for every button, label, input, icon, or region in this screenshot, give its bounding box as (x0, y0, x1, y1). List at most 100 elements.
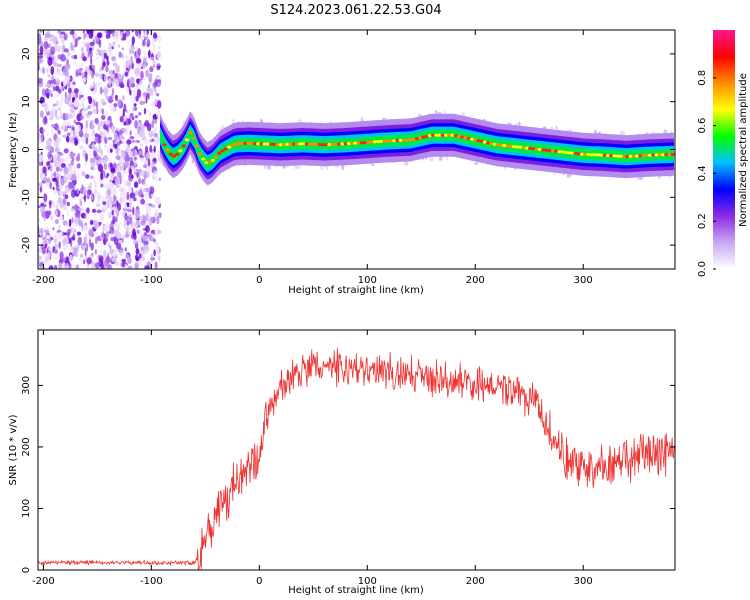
noise-speckle (102, 101, 107, 106)
noise-speckle (48, 42, 52, 48)
noise-speckle (105, 231, 109, 236)
noise-speckle (136, 229, 140, 234)
ridge-halo-speck (297, 119, 302, 122)
noise-speckle (148, 234, 153, 242)
noise-speckle (138, 259, 143, 267)
spectrogram-x-axis: -200 -100 0 100 200 300 (32, 30, 593, 286)
noise-speckle (132, 240, 139, 245)
noise-speckle (47, 74, 51, 78)
noise-speckle (48, 265, 54, 269)
noise-speckle (73, 60, 77, 67)
noise-speckle (82, 77, 87, 84)
noise-speckle (129, 130, 132, 136)
noise-speckle (141, 194, 144, 198)
noise-speckle (93, 101, 96, 107)
ridge-halo-speck (221, 125, 225, 130)
spectral-ridge (158, 110, 675, 186)
noise-speckle (57, 63, 63, 68)
noise-speckle (147, 165, 153, 173)
ridge-peak-dot (605, 154, 611, 157)
ridge-halo-speck (182, 120, 186, 125)
noise-speckle (99, 67, 103, 73)
noise-speckle (95, 101, 99, 109)
noise-speckle (68, 254, 73, 263)
ridge-peak-dot (589, 153, 595, 157)
noise-speckle (102, 201, 107, 206)
noise-speckle (108, 143, 113, 149)
noise-speckle (52, 186, 55, 190)
noise-speckle (131, 30, 134, 33)
noise-speckle (63, 33, 68, 41)
ridge-peak-dot (502, 144, 507, 148)
noise-speckle (86, 189, 90, 194)
noise-speckle (45, 234, 51, 240)
noise-speckle (55, 137, 62, 143)
noise-speckle (111, 80, 115, 87)
noise-speckle (105, 65, 109, 73)
noise-speckle (65, 77, 69, 84)
noise-speckle (56, 152, 61, 162)
noise-speckle (59, 110, 62, 117)
noise-speckle (109, 202, 113, 210)
colorbar-tick-label: 0.4 (697, 165, 708, 181)
noise-speckle (80, 94, 84, 98)
ridge-peak-dot (602, 153, 607, 157)
noise-speckle (109, 245, 112, 250)
noise-speckle (71, 217, 74, 224)
noise-speckle (39, 110, 44, 118)
ridge-peak-dot (395, 139, 400, 142)
noise-speckle (151, 60, 155, 66)
noise-speckle (94, 213, 97, 218)
noise-speckle (89, 238, 91, 248)
noise-speckle (60, 86, 64, 90)
ridge-peak-dot (259, 142, 264, 146)
ridge-peak-dot (207, 161, 212, 165)
ridge-halo-speck (267, 165, 271, 170)
noise-speckle (119, 83, 125, 89)
noise-speckle (41, 102, 47, 108)
noise-speckle (114, 37, 119, 45)
noise-speckle (144, 191, 148, 200)
noise-speckle (126, 109, 132, 116)
noise-speckle (114, 257, 117, 263)
noise-speckle (121, 258, 126, 263)
noise-speckle (48, 79, 54, 84)
noise-speckle (149, 65, 154, 73)
noise-speckle (67, 163, 72, 167)
noise-speckle (73, 247, 79, 253)
noise-speckle (80, 67, 83, 71)
noise-speckle (99, 74, 103, 80)
ridge-halo-speck (404, 160, 409, 166)
noise-speckle (79, 63, 85, 68)
noise-speckle (87, 69, 93, 76)
noise-speckle (127, 78, 130, 87)
snr-plot-area (38, 347, 675, 570)
noise-speckle (144, 92, 147, 100)
noise-speckle (50, 214, 54, 221)
noise-speckle (47, 30, 50, 33)
noise-speckle (47, 144, 53, 152)
noise-speckle (116, 200, 119, 207)
ridge-halo-speck (473, 162, 478, 165)
noise-speckle (88, 50, 93, 58)
noise-speckle (155, 245, 159, 254)
noise-speckle (147, 92, 150, 100)
noise-speckle (111, 186, 116, 194)
ridge-peak-dot (622, 155, 627, 158)
ridge-halo-speck (336, 166, 339, 169)
noise-speckle (63, 204, 67, 211)
noise-speckle (124, 126, 129, 136)
noise-speckle (129, 49, 132, 55)
noise-speckle (113, 237, 119, 246)
noise-speckle (155, 137, 161, 145)
noise-speckle (143, 157, 146, 163)
noise-speckle (92, 81, 96, 90)
snr-x-axis: -200 -100 0 100 200 300 (32, 330, 593, 587)
noise-speckle (128, 56, 134, 65)
x-tick-label: 100 (358, 275, 377, 286)
ridge-peak-dot (285, 142, 290, 146)
noise-speckle (111, 257, 115, 262)
noise-speckle (90, 242, 94, 251)
ridge-peak-dot (447, 133, 452, 137)
noise-speckle (55, 108, 58, 118)
